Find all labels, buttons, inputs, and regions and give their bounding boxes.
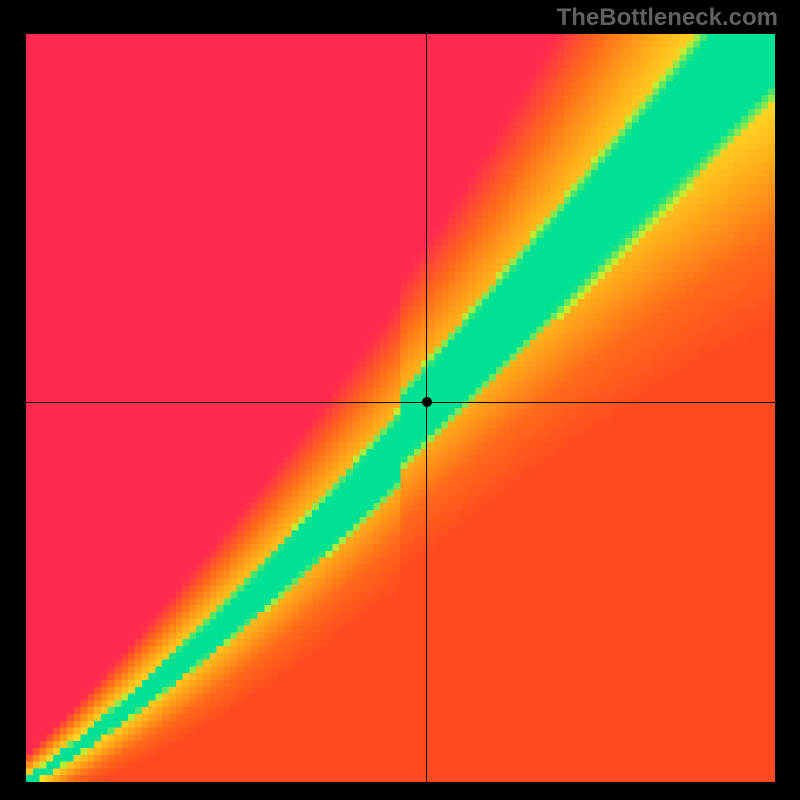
watermark-text: TheBottleneck.com: [557, 4, 778, 32]
crosshair-marker: [422, 397, 432, 407]
crosshair-vertical: [426, 34, 427, 782]
bottleneck-heatmap: [26, 34, 775, 782]
crosshair-horizontal: [26, 402, 775, 403]
